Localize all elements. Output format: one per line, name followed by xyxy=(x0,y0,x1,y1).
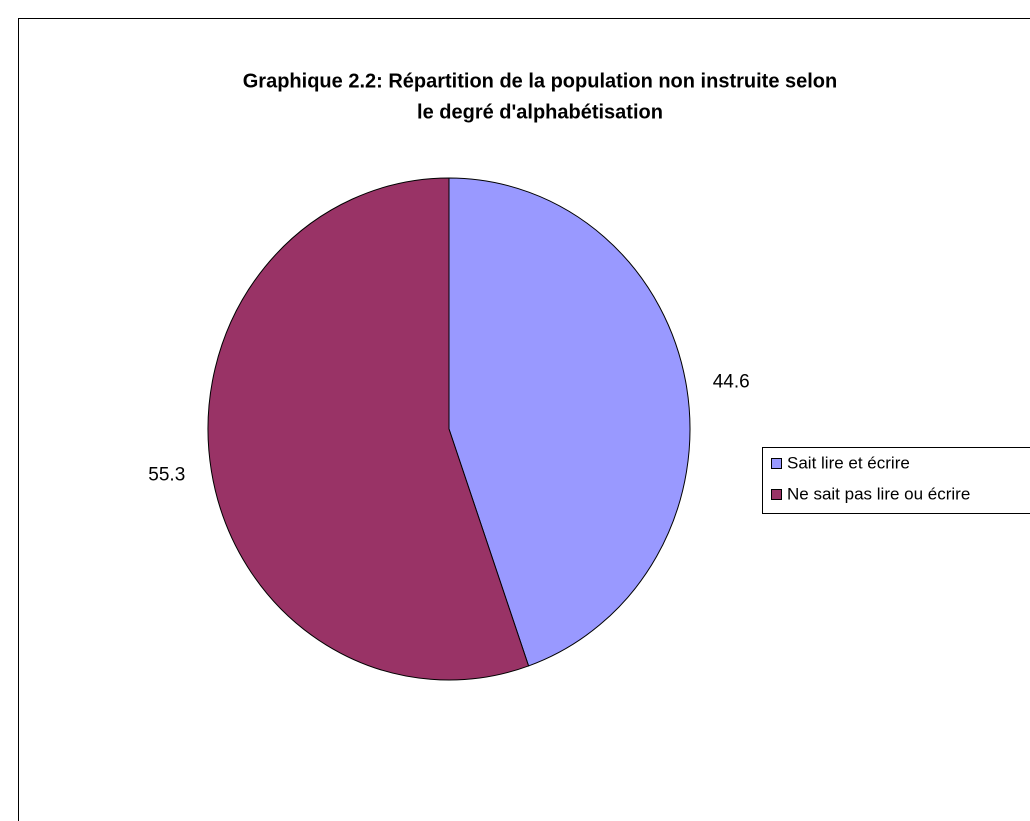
data-label: 44.6 xyxy=(713,371,750,392)
data-label: 55.3 xyxy=(148,465,185,486)
legend-swatch xyxy=(771,458,782,469)
legend-label: Sait lire et écrire xyxy=(787,453,910,472)
legend-box xyxy=(762,447,1030,514)
legend-swatch xyxy=(771,489,782,500)
legend-label: Ne sait pas lire ou écrire xyxy=(787,484,970,503)
chart-title: le degré d'alphabétisation xyxy=(417,101,663,123)
chart-frame xyxy=(18,18,1030,821)
chart-title: Graphique 2.2: Répartition de la populat… xyxy=(243,70,837,92)
pie-slice xyxy=(448,177,691,667)
pie-slice xyxy=(207,177,530,681)
